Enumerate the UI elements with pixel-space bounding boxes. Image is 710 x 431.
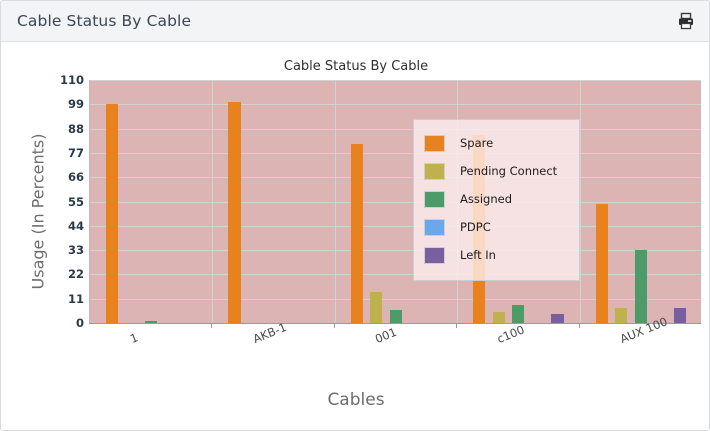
y-axis-tick-label: 0: [75, 316, 84, 330]
x-axis-tickmark: [578, 323, 580, 328]
legend-swatch: [424, 218, 445, 236]
y-axis-tick-label: 11: [67, 291, 84, 306]
gridline-horizontal: [90, 274, 701, 276]
y-axis-tick-label: 33: [67, 243, 84, 258]
gridline-horizontal: [90, 80, 701, 81]
y-axis-tick-label: 88: [67, 121, 84, 136]
chart-title: Cable Status By Cable: [283, 59, 429, 74]
gridline-horizontal: [90, 201, 701, 203]
panel-title: Cable Status By Cable: [17, 12, 192, 30]
x-axis-tick-label: c100: [495, 322, 527, 346]
legend-item[interactable]: Pending Connect: [424, 157, 569, 185]
x-axis-line: [89, 323, 701, 324]
chart-bar[interactable]: [615, 307, 628, 323]
gridline-horizontal: [90, 298, 701, 300]
chart-bar[interactable]: [492, 311, 505, 323]
legend-swatch: [424, 190, 445, 208]
chart-bar[interactable]: [370, 292, 383, 323]
y-axis-tick-label: 55: [67, 194, 84, 209]
legend-item[interactable]: PDPC: [424, 213, 569, 241]
legend-label: Spare: [460, 136, 494, 150]
gridline-vertical: [212, 80, 214, 323]
gridline-vertical: [334, 80, 336, 323]
chart-bar[interactable]: [228, 102, 241, 323]
x-axis-tickmark: [211, 323, 213, 328]
printer-icon[interactable]: [677, 12, 695, 30]
panel-header: Cable Status By Cable: [1, 1, 709, 42]
gridline-horizontal: [90, 250, 701, 252]
chart-bar[interactable]: [105, 104, 119, 323]
y-axis-tick-label: 44: [67, 218, 84, 233]
legend-label: Pending Connect: [460, 164, 558, 178]
chart-bar[interactable]: [512, 305, 525, 323]
legend-swatch: [424, 246, 445, 264]
gridline-vertical: [579, 80, 581, 323]
chart-bar[interactable]: [350, 144, 363, 323]
y-axis-tick-label: 99: [67, 97, 84, 112]
chart-bar[interactable]: [551, 314, 564, 323]
gridline-horizontal: [90, 225, 701, 227]
y-axis-tick-label: 22: [67, 267, 84, 282]
header-actions: [677, 12, 695, 30]
chart-bar[interactable]: [634, 250, 647, 323]
legend-item[interactable]: Spare: [424, 129, 569, 157]
y-axis-tick-label: 110: [59, 73, 84, 87]
legend-swatch: [424, 162, 445, 180]
legend-swatch: [424, 134, 445, 152]
chart-bar[interactable]: [595, 203, 608, 323]
y-axis-tick-label: 77: [67, 145, 84, 160]
x-axis-tickmark: [456, 323, 458, 328]
chart-bar[interactable]: [389, 309, 403, 323]
plot-area: [89, 80, 701, 323]
legend-label: Assigned: [460, 192, 513, 206]
x-axis-tickmark: [333, 323, 335, 328]
y-axis-tick-label: 66: [67, 170, 84, 185]
gridline-horizontal: [90, 152, 701, 154]
legend-label: PDPC: [460, 220, 491, 234]
legend-item[interactable]: Left In: [424, 241, 569, 269]
x-axis-label: Cables: [327, 390, 385, 410]
legend-item[interactable]: Assigned: [424, 185, 569, 213]
gridline-horizontal: [90, 177, 701, 179]
chart-canvas: Cable Status By Cable Usage (In Percents…: [1, 42, 709, 430]
x-axis-tick-label: 1: [128, 330, 141, 346]
gridline-horizontal: [90, 104, 701, 106]
legend-label: Left In: [460, 248, 496, 262]
chart-legend: Spare Pending Connect Assigned PDPC Left In: [413, 119, 580, 281]
gridline-horizontal: [90, 128, 701, 130]
chart-bar[interactable]: [145, 320, 158, 323]
x-axis-tick-label: 001: [373, 324, 399, 346]
y-axis: Usage (In Percents) 0 11 22 33 44 55 66 77 88 99 1…: [1, 42, 85, 430]
chart-bar[interactable]: [673, 307, 687, 323]
